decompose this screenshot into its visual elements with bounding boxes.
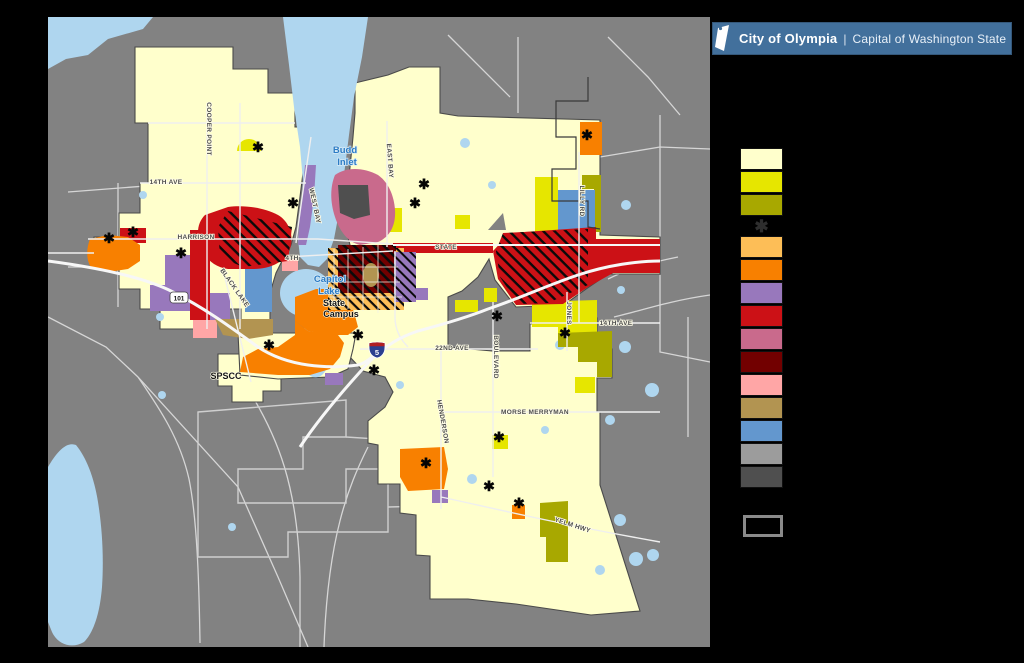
overlay-asterisks: ✱ ✱ ✱ ✱ ✱ ✱ ✱ ✱ ✱ ✱ ✱ ✱ ✱ ✱ ✱ ✱ ✱ [103,127,593,511]
map-asterisk-16: ✱ [513,495,525,511]
street-label-cooper-point: COOPER POINT [205,102,212,155]
freeways [48,244,661,448]
street-label-harrison: HARRISON [177,234,214,241]
map-asterisk-1: ✱ [287,195,299,211]
street-label-22nd-ave: 22ND AVE [435,345,469,352]
zoning-districts [87,122,660,562]
banner-tagline: Capital of Washington State [852,31,1007,46]
legend-swatch-11 [740,420,783,442]
svg-text:5: 5 [375,348,379,357]
legend-swatch-12 [740,443,783,465]
map-asterisk-0: ✱ [252,139,264,155]
legend-city-limits-box [743,515,783,537]
street-label-boulevard: BOULEVARD [492,335,499,378]
legend-swatch-13 [740,466,783,488]
map-asterisk-15: ✱ [483,478,495,494]
street-label-state: STATE [435,244,457,251]
map-asterisk-4: ✱ [175,245,187,261]
highway-shields: 101 5 [169,291,386,359]
legend-swatch-5 [740,282,783,304]
legend-swatch-7 [740,328,783,350]
street-label-jones: JONES [565,301,572,325]
place-label-campus: Campus [323,309,359,319]
map-asterisk-6: ✱ [409,195,421,211]
water-label-lake: Lake [318,286,340,297]
map-legend: ✱ [740,148,783,489]
street-label-morse-merryman: MORSE MERRYMAN [501,409,569,416]
map-asterisk-7: ✱ [581,127,593,143]
map-asterisk-2: ✱ [103,230,115,246]
legend-swatch-8 [740,351,783,373]
legend-swatch-0 [740,148,783,170]
street-label-4th: 4TH [285,255,298,262]
map-asterisk-13: ✱ [493,429,505,445]
city-banner: City of Olympia | Capital of Washington … [712,22,1012,55]
uga-boundary [551,77,601,230]
map-asterisk-14: ✱ [420,455,432,471]
map-asterisk-3: ✱ [127,224,139,240]
banner-brand: City of Olympia [739,31,838,46]
street-label-14th-ave: 14TH AVE [600,320,633,327]
legend-swatch-10 [740,397,783,419]
legend-asterisk: ✱ [754,217,769,236]
legend-swatch-4 [740,259,783,281]
water-label-capitol: Capitol [314,274,346,285]
map-asterisk-12: ✱ [559,325,571,341]
banner-divider: | [843,31,847,46]
county-roads [48,34,710,647]
street-label-lilly-rd: LILLY RD [578,186,585,217]
legend-swatch-2 [740,194,783,216]
legend-swatch-6 [740,305,783,327]
map-asterisk-9: ✱ [352,327,364,343]
map-asterisk-10: ✱ [368,362,380,378]
olympia-logo-icon [714,25,732,52]
street-label-east-bay: EAST BAY [385,143,394,178]
place-label-spscc: SPSCC [210,371,242,381]
water-label-budd: Budd [333,145,357,156]
water-label-inlet: Inlet [337,157,357,168]
map-asterisk-11: ✱ [491,308,503,324]
legend-swatch-9 [740,374,783,396]
interstate-shield-5: 5 [368,341,386,359]
legend-swatch-3 [740,236,783,258]
downtown-grid [330,245,402,313]
us-route-shield-101: 101 [169,291,189,304]
city-roads [48,103,661,543]
map-asterisk-8: ✱ [263,337,275,353]
legend-swatch-1 [740,171,783,193]
map-asterisk-5: ✱ [418,176,430,192]
zoning-map: COOPER POINT 14TH AVE HARRISON 4TH WEST BAY E… [48,17,710,647]
place-label-state: State [323,298,345,308]
svg-text:101: 101 [174,296,185,303]
street-label-14th-ave: 14TH AVE [150,179,183,186]
